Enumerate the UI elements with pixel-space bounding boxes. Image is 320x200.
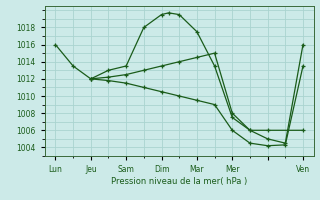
X-axis label: Pression niveau de la mer( hPa ): Pression niveau de la mer( hPa ) [111, 177, 247, 186]
